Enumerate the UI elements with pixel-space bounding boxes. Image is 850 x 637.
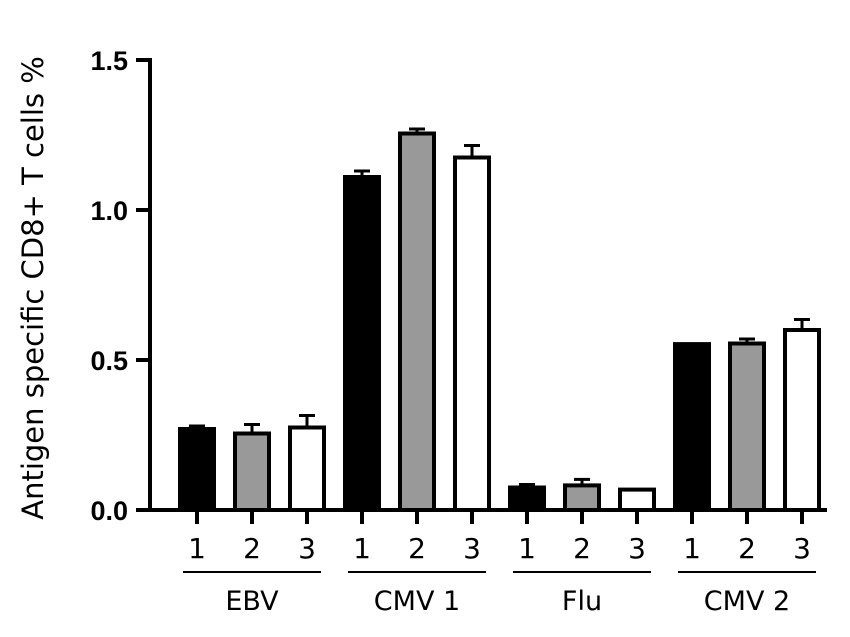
bar (233, 431, 271, 512)
y-tick-label: 1.5 (90, 46, 128, 76)
bar (563, 483, 601, 512)
y-axis-label: Antigen specific CD8+ T cells % (16, 56, 50, 520)
y-axis: 0.0 0.5 1.0 1.5 (90, 46, 152, 526)
x-tick-label: 2 (573, 532, 591, 565)
bar (288, 425, 326, 512)
bar (343, 175, 381, 512)
y-tick-label: 0.5 (90, 346, 128, 376)
bar (398, 131, 436, 512)
x-tick-label: 3 (298, 532, 316, 565)
bar (728, 341, 766, 512)
bar (453, 155, 491, 512)
x-tick-label: 2 (738, 532, 756, 565)
bar (178, 427, 216, 512)
group-label: CMV 2 (704, 586, 790, 617)
x-tick-label: 2 (243, 532, 261, 565)
x-tick-label: 1 (683, 532, 701, 565)
y-tick-label: 0.0 (90, 496, 128, 526)
x-tick-label: 1 (518, 532, 536, 565)
bar (783, 328, 821, 512)
x-tick-label: 2 (408, 532, 426, 565)
group-label: EBV (225, 586, 279, 617)
x-tick-label: 3 (793, 532, 811, 565)
y-tick-label: 1.0 (90, 196, 128, 226)
x-tick-label: 1 (353, 532, 371, 565)
bar (618, 487, 656, 513)
bars-layer (178, 127, 821, 513)
group-label: Flu (562, 586, 602, 617)
x-tick-label: 1 (188, 532, 206, 565)
bar (673, 342, 711, 512)
x-tick-label: 3 (463, 532, 481, 565)
group-label: CMV 1 (374, 586, 460, 617)
x-tick-label: 3 (628, 532, 646, 565)
bar (508, 485, 546, 512)
